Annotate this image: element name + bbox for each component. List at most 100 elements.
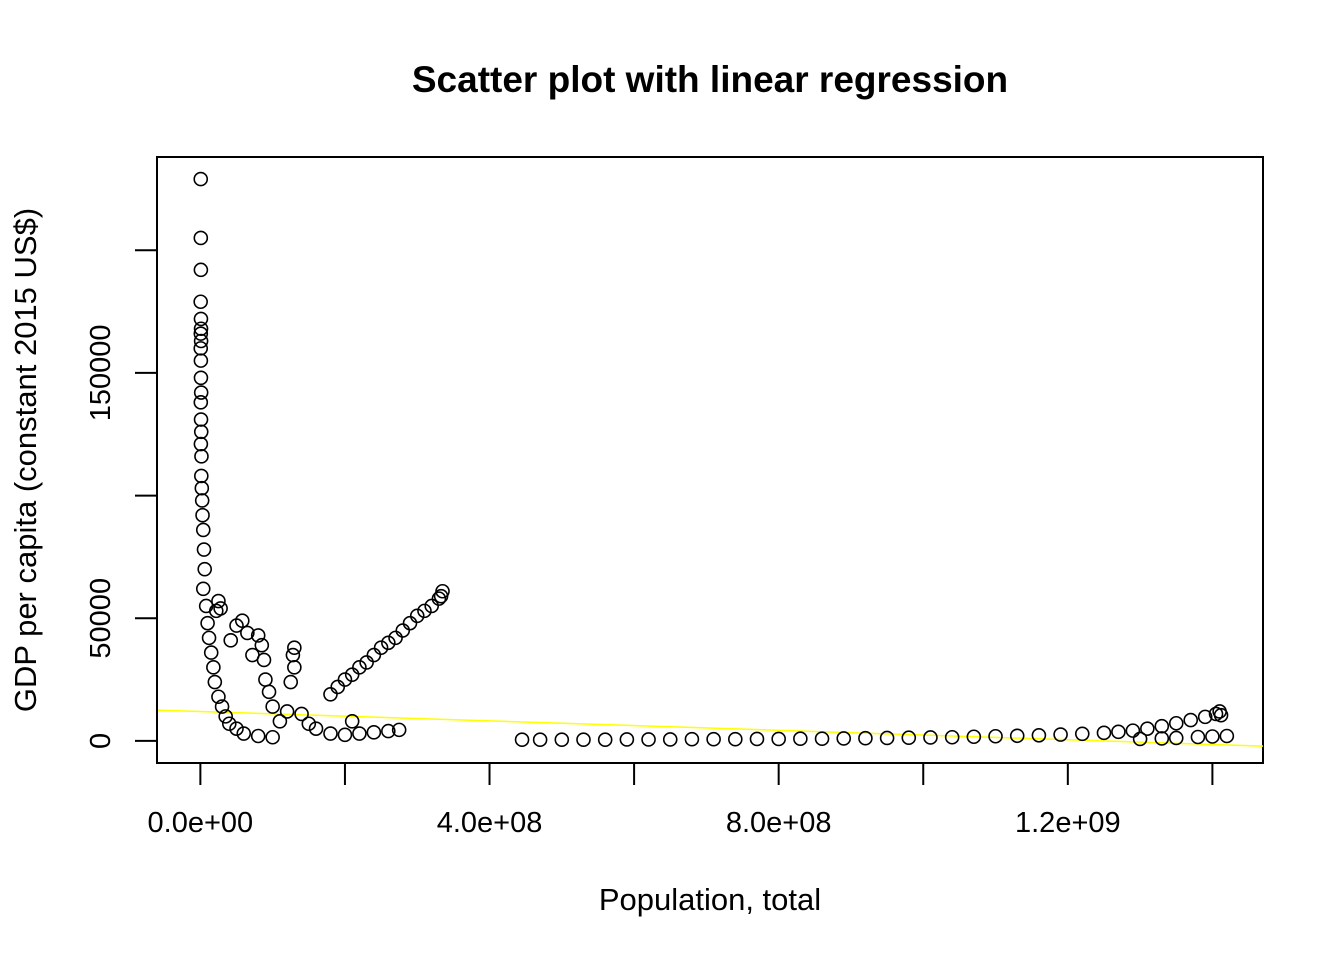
- data-point: [391, 722, 407, 738]
- data-point: [1125, 723, 1141, 738]
- data-point: [240, 625, 255, 641]
- x-tick-label: 8.0e+08: [726, 807, 832, 839]
- data-point: [576, 732, 591, 747]
- x-tick-label: 4.0e+08: [437, 807, 543, 839]
- data-point: [261, 684, 277, 700]
- data-point: [836, 731, 852, 746]
- data-point: [198, 598, 214, 614]
- data-point: [197, 561, 213, 577]
- data-point: [409, 608, 425, 624]
- data-point: [1140, 721, 1155, 736]
- data-point: [1168, 715, 1184, 731]
- x-tick-label: 0.0e+00: [148, 807, 254, 839]
- data-point: [236, 726, 252, 741]
- data-point: [684, 731, 700, 747]
- data-point: [258, 672, 273, 687]
- data-point: [195, 522, 211, 538]
- data-point: [923, 730, 938, 745]
- chart-title: Scatter plot with linear regression: [412, 59, 1008, 100]
- data-point: [193, 353, 209, 368]
- data-point: [285, 647, 301, 663]
- data-point: [250, 628, 266, 643]
- data-point: [1009, 728, 1025, 744]
- data-point: [431, 591, 447, 606]
- data-point: [662, 732, 678, 747]
- data-point: [1205, 729, 1220, 744]
- data-point: [294, 706, 309, 722]
- data-point: [337, 672, 353, 687]
- data-point: [352, 660, 367, 675]
- data-point: [265, 699, 280, 714]
- data-point: [554, 732, 570, 747]
- data-point: [223, 633, 239, 648]
- data-point: [966, 729, 982, 745]
- data-point: [214, 699, 230, 714]
- data-point: [381, 723, 396, 739]
- data-point: [265, 729, 280, 745]
- data-point: [193, 436, 209, 452]
- y-axis: 0 50000 150000: [85, 249, 158, 749]
- data-point: [728, 731, 743, 747]
- data-point: [193, 326, 209, 341]
- data-point: [433, 588, 449, 604]
- data-point: [1154, 731, 1170, 746]
- data-point: [207, 674, 223, 690]
- data-point: [194, 449, 209, 464]
- data-point: [1031, 727, 1047, 743]
- data-point: [395, 623, 411, 638]
- data-point: [901, 730, 917, 746]
- data-point: [254, 637, 270, 653]
- data-point: [1111, 724, 1126, 740]
- data-point: [337, 727, 353, 743]
- data-point: [193, 341, 209, 356]
- data-point: [308, 721, 324, 736]
- data-point: [279, 704, 295, 719]
- data-point: [193, 424, 209, 440]
- data-point: [193, 262, 209, 278]
- data-point: [988, 728, 1003, 744]
- y-tick-label: 150000: [85, 325, 117, 422]
- data-point: [195, 507, 210, 523]
- data-point: [194, 493, 210, 508]
- plot-area-frame: [156, 156, 1264, 764]
- data-point: [323, 687, 338, 702]
- data-point: [221, 716, 237, 732]
- data-point: [196, 542, 212, 557]
- data-point: [193, 412, 209, 427]
- data-points-group: [193, 171, 1235, 747]
- data-point: [218, 709, 233, 724]
- y-axis-label: GDP per capita (constant 2015 US$): [8, 208, 43, 712]
- data-point: [514, 732, 530, 747]
- data-point: [417, 603, 432, 619]
- data-point: [250, 728, 266, 744]
- data-point: [195, 581, 211, 597]
- data-point: [193, 311, 209, 327]
- data-point: [771, 731, 786, 747]
- data-point: [1197, 709, 1213, 725]
- x-axis-label: Population, total: [599, 882, 821, 917]
- data-point: [1096, 725, 1112, 741]
- y-tick-label: 0: [85, 733, 117, 749]
- data-point: [1190, 729, 1206, 745]
- data-point: [706, 731, 721, 747]
- data-point: [193, 333, 209, 349]
- data-point: [1132, 731, 1148, 747]
- data-point: [1213, 707, 1229, 723]
- data-point: [344, 713, 360, 729]
- data-point: [194, 468, 209, 484]
- data-point: [193, 385, 209, 400]
- data-point: [858, 730, 873, 746]
- data-point: [1053, 727, 1068, 742]
- data-point: [211, 689, 226, 705]
- data-point: [532, 732, 548, 747]
- data-point: [229, 721, 244, 736]
- data-point: [381, 635, 396, 651]
- data-point: [201, 630, 217, 646]
- data-point: [211, 593, 226, 609]
- data-point: [814, 731, 830, 747]
- data-point: [301, 716, 317, 732]
- data-point: [203, 645, 219, 660]
- data-point: [193, 230, 209, 246]
- data-point: [256, 652, 272, 668]
